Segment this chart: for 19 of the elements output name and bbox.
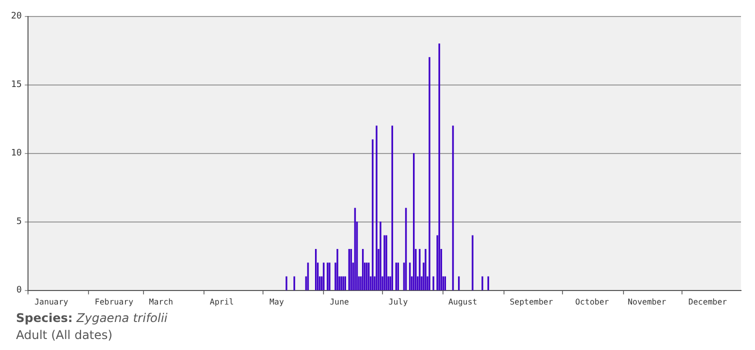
x-tick-label: June [330, 297, 350, 306]
x-tick-label: March [149, 297, 174, 306]
text: Adult (All dates) [16, 327, 114, 344]
x-tick-label: September [510, 297, 554, 306]
y-tick-label: 10 [10, 148, 22, 159]
x-tick-label: April [210, 297, 234, 306]
x-tick-label: August [448, 297, 478, 306]
x-tick-label: December [688, 297, 728, 306]
text: Species: Zygaena trifolii [16, 311, 168, 325]
x-tick-label: February [94, 297, 134, 306]
y-tick-label: 20 [10, 12, 22, 22]
x-tick-label: October [575, 297, 610, 306]
x-tick-label: July [388, 297, 408, 306]
x-tick-label: November [628, 297, 666, 306]
x-tick-label: January [34, 297, 68, 306]
y-tick-label: 0 [16, 286, 22, 296]
x-tick-label: May [269, 297, 284, 306]
y-tick-label: 15 [10, 80, 22, 90]
y-tick-label: 5 [16, 217, 22, 228]
